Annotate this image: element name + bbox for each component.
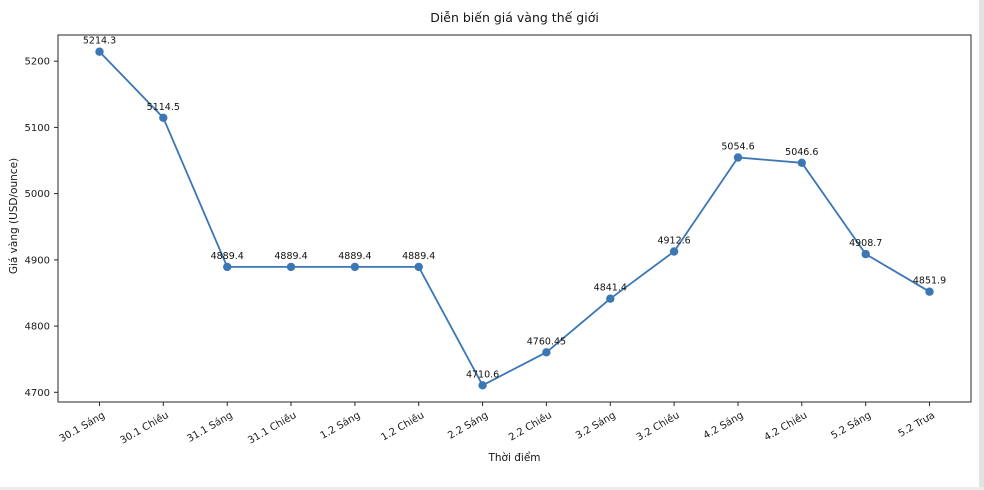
x-axis-label: Thời điểm	[488, 452, 541, 464]
x-tick-label: 30.1 Chiều	[118, 409, 171, 446]
data-point-label: 5114.5	[147, 102, 180, 113]
data-point	[861, 249, 870, 259]
x-tick-label: 30.1 Sáng	[57, 409, 107, 445]
x-tick-label: 1.2 Chiều	[379, 409, 426, 443]
x-tick-label: 3.2 Chiều	[634, 409, 681, 443]
x-tick-label: 5.2 Trưa	[897, 410, 937, 440]
data-point	[223, 262, 232, 272]
data-point-label: 4851.9	[913, 276, 946, 287]
data-point-label: 4760.45	[527, 336, 566, 347]
data-point-label: 4710.6	[466, 369, 499, 380]
data-point-label: 4889.4	[274, 251, 307, 262]
data-point-label: 4889.4	[211, 251, 244, 262]
data-point-label: 5214.3	[83, 36, 116, 47]
data-point-label: 5054.6	[721, 142, 754, 153]
window-edge-bottom	[0, 487, 984, 490]
x-tick-label: 31.1 Chiều	[246, 409, 299, 446]
data-point	[95, 47, 104, 56]
data-point	[478, 381, 487, 390]
y-tick-label: 4800	[25, 322, 50, 333]
data-point	[542, 348, 551, 357]
data-point	[606, 294, 615, 303]
data-point-label: 4889.4	[402, 251, 435, 262]
data-point	[925, 287, 934, 296]
x-tick-label: 1.2 Sáng	[318, 409, 362, 442]
data-point	[286, 262, 296, 272]
x-tick-label: 31.1 Sáng	[185, 409, 235, 445]
window-edge-right	[979, 0, 984, 490]
x-tick-label: 2.2 Chiều	[507, 409, 554, 443]
y-tick-label: 5000	[25, 189, 50, 200]
y-tick-label: 5200	[25, 57, 50, 68]
y-tick-label: 4700	[25, 388, 50, 399]
plot-border	[57, 34, 972, 403]
x-tick-label: 3.2 Sáng	[573, 409, 617, 442]
data-point	[159, 113, 168, 123]
data-point	[414, 262, 423, 272]
data-point	[733, 153, 743, 162]
data-point-label: 4889.4	[338, 251, 371, 262]
y-tick-label: 5100	[25, 123, 50, 134]
chart-title: Diễn biến giá vàng thế giới	[430, 10, 599, 25]
data-point	[669, 247, 679, 256]
y-tick-label: 4900	[25, 255, 50, 266]
data-point	[350, 262, 360, 272]
x-tick-label: 5.2 Sáng	[829, 409, 873, 442]
data-point	[797, 158, 806, 167]
data-point-label: 4908.7	[849, 238, 882, 249]
x-tick-label: 4.2 Chiều	[762, 409, 809, 443]
y-axis-label: Giá vàng (USD/ounce)	[8, 157, 20, 275]
data-point-label: 4841.4	[594, 283, 627, 294]
price-line	[98, 51, 930, 387]
data-point-label: 5046.6	[785, 147, 818, 158]
data-point-label: 4912.6	[657, 236, 690, 247]
x-tick-label: 2.2 Sáng	[446, 409, 490, 442]
x-tick-label: 4.2 Sáng	[701, 409, 745, 442]
